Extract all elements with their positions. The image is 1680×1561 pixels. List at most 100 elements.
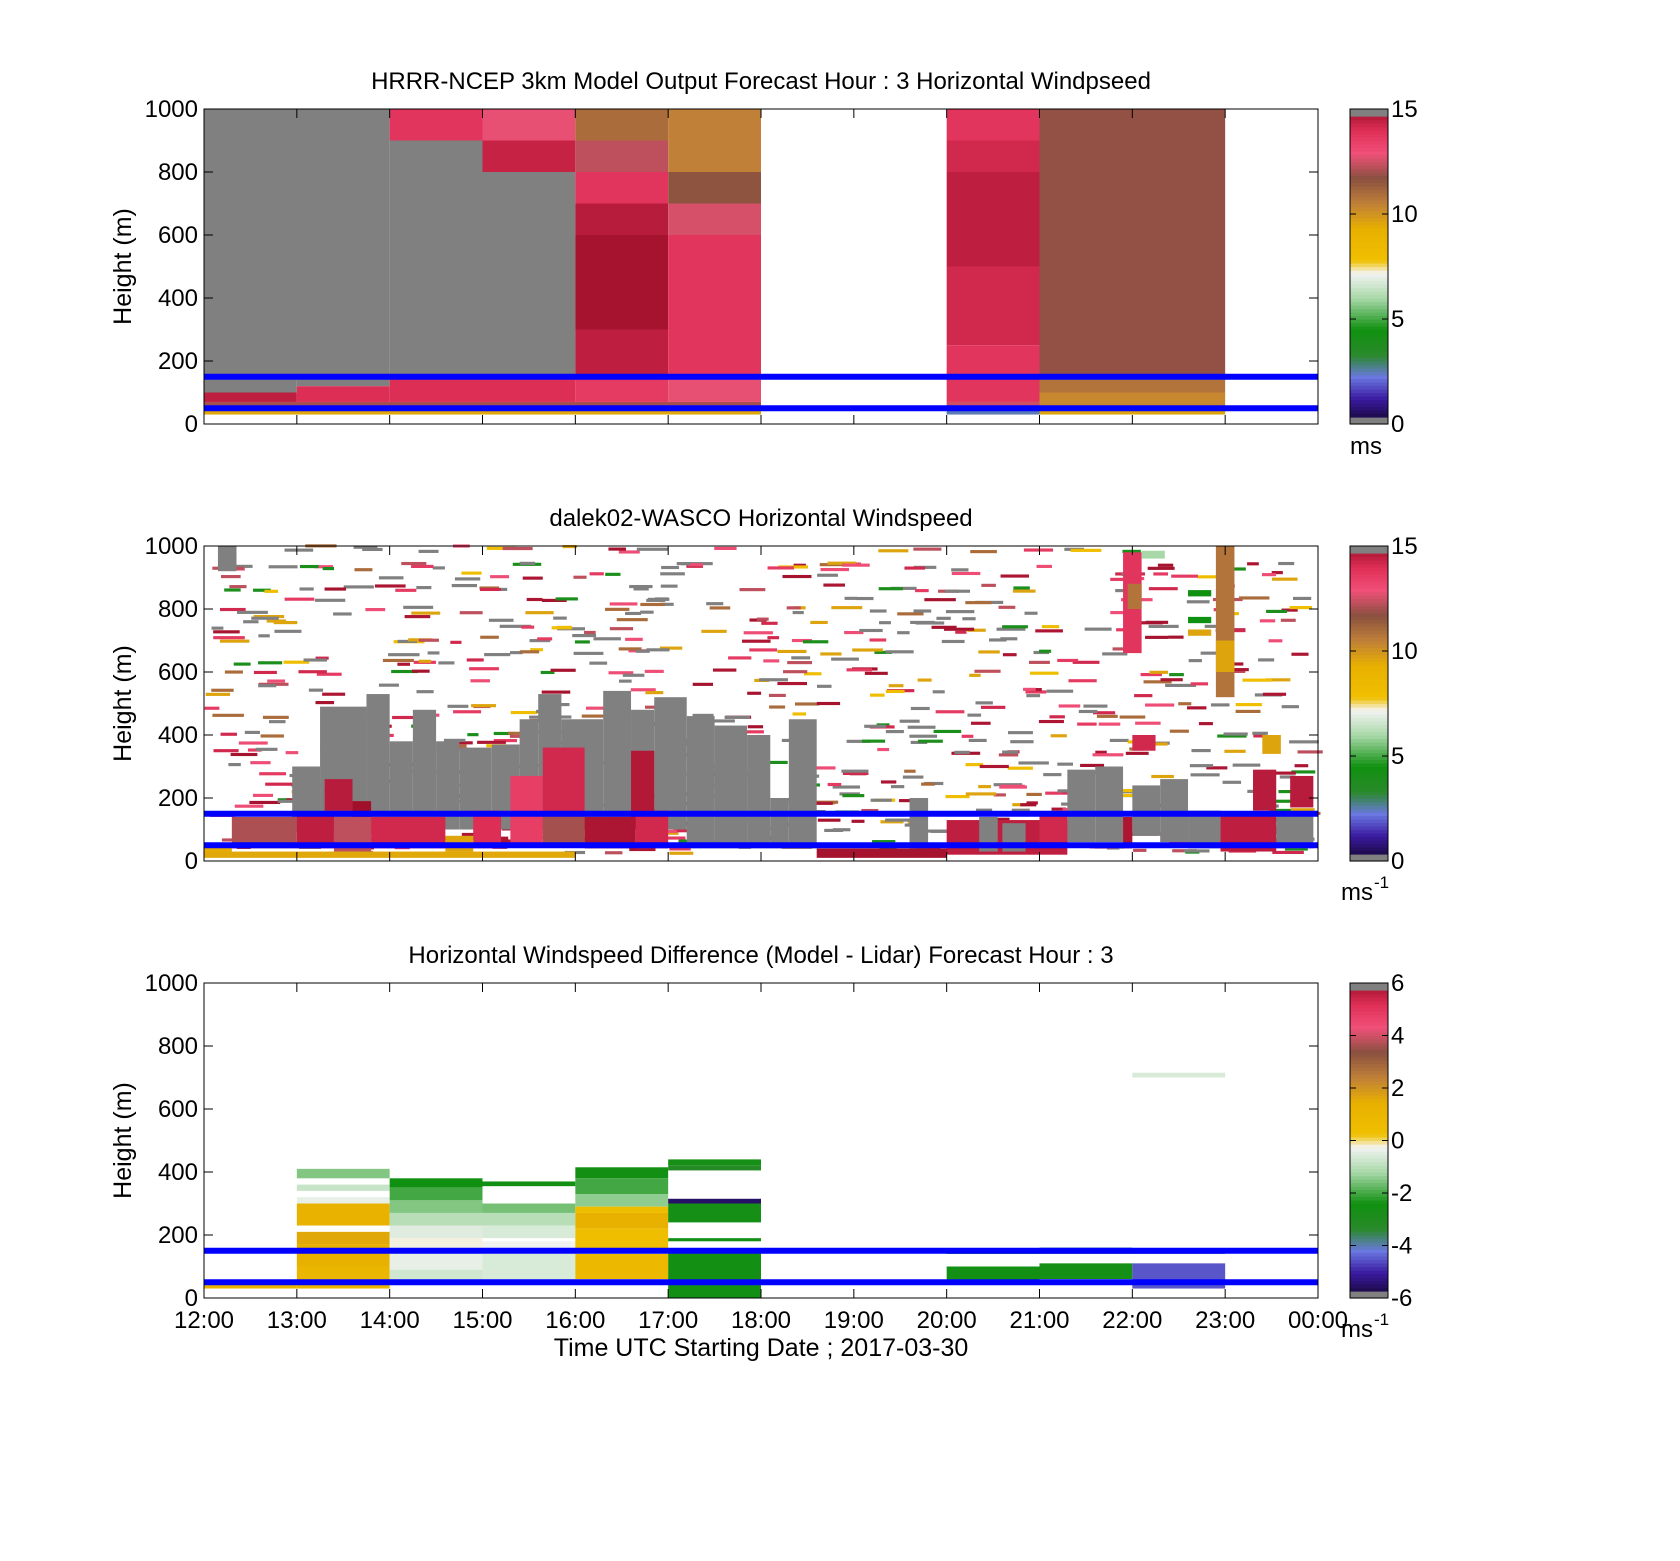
- heatmap-cell: [1010, 740, 1034, 744]
- x-tick-label: 20:00: [917, 1307, 977, 1334]
- colorbar-segment: [1350, 1210, 1388, 1215]
- heatmap-cell: [204, 845, 232, 855]
- heatmap-cell: [1012, 803, 1027, 807]
- heatmap-cell: [397, 662, 411, 666]
- colorbar-segment: [1350, 378, 1388, 383]
- heatmap-cell: [461, 571, 482, 575]
- heatmap-cell: [296, 1197, 390, 1204]
- heatmap-cell: [802, 640, 829, 644]
- heatmap-cell: [314, 565, 334, 569]
- heatmap-cell: [831, 606, 863, 610]
- heatmap-cell: [584, 630, 596, 635]
- heatmap-cell: [783, 670, 808, 674]
- heatmap-cell: [1188, 629, 1212, 636]
- colorbar-segment: [1350, 721, 1388, 726]
- chart-title: Horizontal Windspeed Difference (Model -…: [408, 942, 1113, 969]
- heatmap-cell: [1057, 789, 1076, 793]
- heatmap-cell: [968, 738, 987, 742]
- heatmap-cell: [749, 648, 778, 652]
- heatmap-cell: [1002, 750, 1019, 754]
- heatmap-cell: [915, 621, 945, 625]
- heatmap-cell: [827, 561, 857, 565]
- heatmap-cell: [392, 715, 420, 720]
- heatmap-cell: [443, 738, 466, 742]
- heatmap-cell: [816, 848, 947, 858]
- heatmap-cell: [645, 691, 664, 695]
- heatmap-cell: [1268, 639, 1283, 643]
- colorbar-segment: [1350, 200, 1388, 205]
- colorbar-segment: [1350, 392, 1388, 397]
- heatmap-cell: [668, 1203, 761, 1223]
- heatmap-cell: [946, 172, 1040, 267]
- heatmap-cell: [1197, 575, 1220, 579]
- heatmap-cell: [759, 678, 788, 682]
- heatmap-cell: [668, 1165, 761, 1171]
- heatmap-cell: [820, 567, 850, 572]
- colorbar-segment: [1350, 256, 1388, 261]
- heatmap-cell: [635, 649, 650, 653]
- heatmap-cell: [944, 627, 975, 631]
- heatmap-cell: [604, 851, 623, 855]
- heatmap-cell: [888, 684, 904, 688]
- heatmap-cell: [646, 648, 670, 652]
- x-tick-label: 18:00: [731, 1307, 791, 1334]
- colorbar-segment: [1350, 710, 1388, 715]
- heatmap-cell: [1045, 791, 1071, 795]
- heatmap-cell: [1187, 706, 1207, 710]
- heatmap-cell: [1157, 563, 1174, 567]
- chart-title: HRRR-NCEP 3km Model Output Forecast Hour…: [371, 68, 1151, 95]
- heatmap-cell: [1169, 729, 1189, 733]
- heatmap-cell: [965, 792, 997, 796]
- heatmap-cell: [575, 1212, 669, 1229]
- heatmap-cell: [540, 670, 555, 675]
- heatmap-cell: [1122, 549, 1141, 553]
- heatmap-cell: [1018, 761, 1049, 765]
- heatmap-cell: [692, 713, 714, 717]
- heatmap-cell: [946, 140, 1040, 172]
- heatmap-cell: [1210, 703, 1230, 707]
- heatmap-cell: [451, 583, 477, 588]
- colorbar-unit: ms: [1341, 1316, 1373, 1343]
- heatmap-cell: [277, 799, 295, 803]
- heatmap-cell: [213, 636, 245, 640]
- heatmap-cell: [493, 731, 515, 736]
- heatmap-cell: [907, 725, 936, 729]
- heatmap-cell: [502, 546, 533, 551]
- heatmap-cell: [970, 721, 991, 725]
- heatmap-cell: [1039, 1263, 1133, 1280]
- heatmap-cell: [1046, 689, 1074, 693]
- heatmap-cell: [1261, 573, 1276, 577]
- colorbar-segment: [1350, 263, 1388, 268]
- heatmap-cell: [418, 659, 432, 663]
- heatmap-cell: [724, 715, 751, 719]
- heatmap-cell: [810, 620, 828, 625]
- heatmap-cell: [404, 615, 431, 619]
- colorbar-segment: [1350, 228, 1388, 233]
- heatmap-cell: [1035, 629, 1063, 633]
- colorbar-segment: [1350, 144, 1388, 149]
- colorbar-segment: [1350, 773, 1388, 778]
- heatmap-cell: [636, 547, 669, 551]
- heatmap-cell: [1284, 847, 1308, 851]
- heatmap-cell: [1206, 766, 1228, 770]
- colorbar-segment: [1350, 1042, 1388, 1047]
- heatmap-cell: [1109, 738, 1129, 743]
- heatmap-cell: [1093, 711, 1116, 715]
- heatmap-cell: [1289, 606, 1313, 610]
- colorbar-segment: [1350, 368, 1388, 373]
- heatmap-cell: [510, 710, 538, 715]
- heatmap-cell: [333, 612, 352, 616]
- heatmap-cell: [618, 550, 640, 554]
- heatmap-cell: [701, 629, 727, 633]
- heatmap-cell: [572, 633, 597, 638]
- colorbar-segment: [1350, 647, 1388, 652]
- colorbar-segment: [1350, 1084, 1388, 1089]
- colorbar-segment: [1350, 1186, 1388, 1191]
- colorbar-segment: [1350, 850, 1388, 855]
- heatmap-cell: [1134, 694, 1153, 698]
- colorbar-segment: [1350, 619, 1388, 624]
- heatmap-cell: [803, 672, 822, 676]
- x-tick-label: 22:00: [1102, 1307, 1162, 1334]
- heatmap-cell: [1145, 620, 1169, 624]
- colorbar-segment: [1350, 284, 1388, 289]
